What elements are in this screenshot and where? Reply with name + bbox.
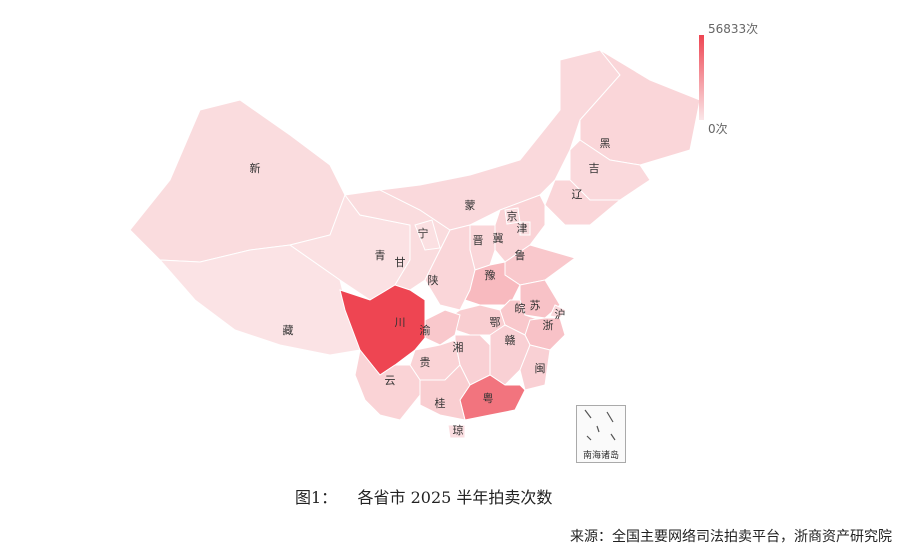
region-label: 黑 (600, 137, 611, 150)
region-label: 赣 (505, 333, 516, 347)
region-label: 闽 (535, 362, 546, 375)
region-shape[interactable] (544, 179, 622, 226)
region-label: 湘 (453, 340, 464, 354)
region-label: 琼 (453, 423, 464, 437)
region-shape[interactable] (339, 284, 426, 376)
legend-min-label: 0次 (708, 122, 728, 136)
region-label: 津 (517, 222, 528, 235)
region-label: 甘 (395, 256, 406, 269)
region-label: 蒙 (465, 199, 476, 212)
region-label: 云 (385, 374, 396, 387)
region-label: 桂 (435, 396, 446, 410)
region-label: 藏 (283, 324, 294, 337)
region-label: 浙 (543, 319, 554, 332)
region-label: 渝 (420, 323, 431, 337)
region-shape[interactable] (519, 344, 551, 391)
region-label: 豫 (485, 269, 496, 282)
legend-max-label: 56833次 (708, 22, 759, 36)
islands-icon (584, 409, 616, 441)
region-label: 苏 (530, 299, 541, 312)
region-label: 沪 (555, 307, 566, 321)
region-shape[interactable] (414, 219, 441, 251)
region-label: 青 (375, 249, 386, 262)
region-shape[interactable] (419, 364, 471, 421)
region-label: 贵 (420, 356, 431, 369)
legend-color-bar (699, 35, 704, 120)
south-china-sea-inset: 南海诸岛 (576, 405, 626, 463)
inset-label: 南海诸岛 (582, 451, 619, 461)
region-label: 皖 (515, 301, 526, 315)
region-label: 粤 (483, 391, 494, 405)
region-label: 川 (395, 316, 406, 329)
region-label: 吉 (589, 162, 600, 175)
region-label: 鄂 (490, 316, 501, 329)
region-shape[interactable] (464, 261, 521, 306)
region-label: 陕 (428, 273, 439, 287)
source-note: 来源：全国主要网络司法拍卖平台，浙商资产研究院 (570, 529, 892, 545)
region-label: 鲁 (515, 248, 526, 262)
region-label: 京 (507, 209, 518, 223)
region-label: 辽 (572, 188, 583, 201)
region-label: 宁 (418, 226, 429, 240)
region-label: 新 (250, 161, 261, 175)
region-label: 冀 (493, 231, 504, 245)
figure-caption: 图1： 各省市 2025 半年拍卖次数 (295, 488, 553, 507)
region-shape[interactable] (129, 99, 346, 263)
region-shape[interactable] (519, 221, 531, 236)
region-label: 晋 (473, 234, 484, 247)
region-shape[interactable] (447, 424, 466, 439)
